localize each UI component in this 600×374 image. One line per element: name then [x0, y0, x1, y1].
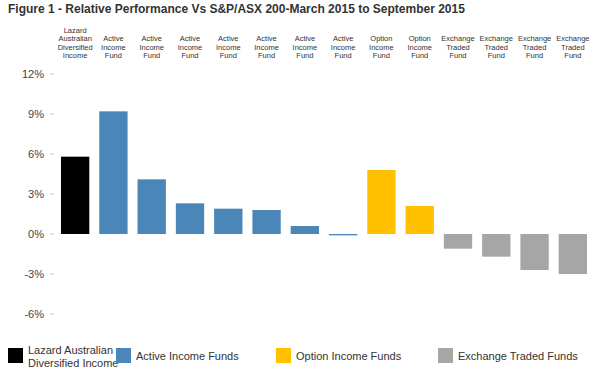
bar	[406, 206, 434, 234]
bar	[214, 209, 242, 234]
y-tick-label: 3%	[28, 188, 44, 200]
bar	[61, 157, 89, 234]
y-tick-label: -3%	[24, 268, 44, 280]
category-label: ActiveIncomeFund	[216, 34, 241, 60]
category-label: ActiveIncomeFund	[139, 34, 164, 60]
bar	[99, 111, 127, 234]
category-label: ExchangeTradedFund	[480, 34, 513, 60]
category-label: LazardAustralianDiversifiedIncome	[58, 26, 93, 61]
y-tick-label: 6%	[28, 148, 44, 160]
category-label: OptionIncomeFund	[369, 34, 394, 60]
category-label: ActiveIncomeFund	[331, 34, 356, 60]
bar	[520, 234, 548, 270]
legend-swatch	[276, 348, 291, 363]
y-tick	[50, 154, 54, 155]
bar	[559, 234, 587, 274]
category-label: ExchangeTradedFund	[441, 34, 474, 60]
y-tick	[50, 234, 54, 235]
title: Figure 1 - Relative Performance Vs S&P/A…	[8, 2, 465, 16]
bar	[444, 234, 472, 249]
bars	[61, 111, 587, 274]
bar	[329, 234, 357, 235]
y-tick-label: 0%	[28, 228, 44, 240]
bar	[176, 203, 204, 234]
bar	[291, 226, 319, 234]
category-label: ExchangeTradedFund	[518, 34, 551, 60]
legend-swatch	[438, 348, 453, 363]
bar	[367, 170, 395, 234]
bar	[138, 179, 166, 234]
category-label: ActiveIncomeFund	[254, 34, 279, 60]
y-tick	[50, 314, 54, 315]
y-tick	[50, 114, 54, 115]
y-tick-label: -6%	[24, 308, 44, 320]
legend-label: Exchange Traded Funds	[458, 350, 578, 362]
category-label: ActiveIncomeFund	[178, 34, 203, 60]
legend-label: Active Income Funds	[136, 350, 239, 362]
category-label: ExchangeTradedFund	[556, 34, 589, 60]
legend-swatch	[8, 348, 23, 363]
category-label: ActiveIncomeFund	[293, 34, 318, 60]
y-tick-label: 9%	[28, 108, 44, 120]
y-tick	[50, 274, 54, 275]
y-tick	[50, 74, 54, 75]
y-tick	[50, 194, 54, 195]
legend-label: Option Income Funds	[296, 350, 402, 362]
category-label: ActiveIncomeFund	[101, 34, 126, 60]
chart: Figure 1 - Relative Performance Vs S&P/A…	[0, 0, 600, 374]
legend-label: Lazard AustralianDiversified Income	[28, 344, 118, 369]
category-label: OptionIncomeFund	[407, 34, 432, 60]
legend-swatch	[116, 348, 131, 363]
bar	[252, 210, 280, 234]
y-tick-label: 12%	[22, 68, 44, 80]
bar	[482, 234, 510, 257]
